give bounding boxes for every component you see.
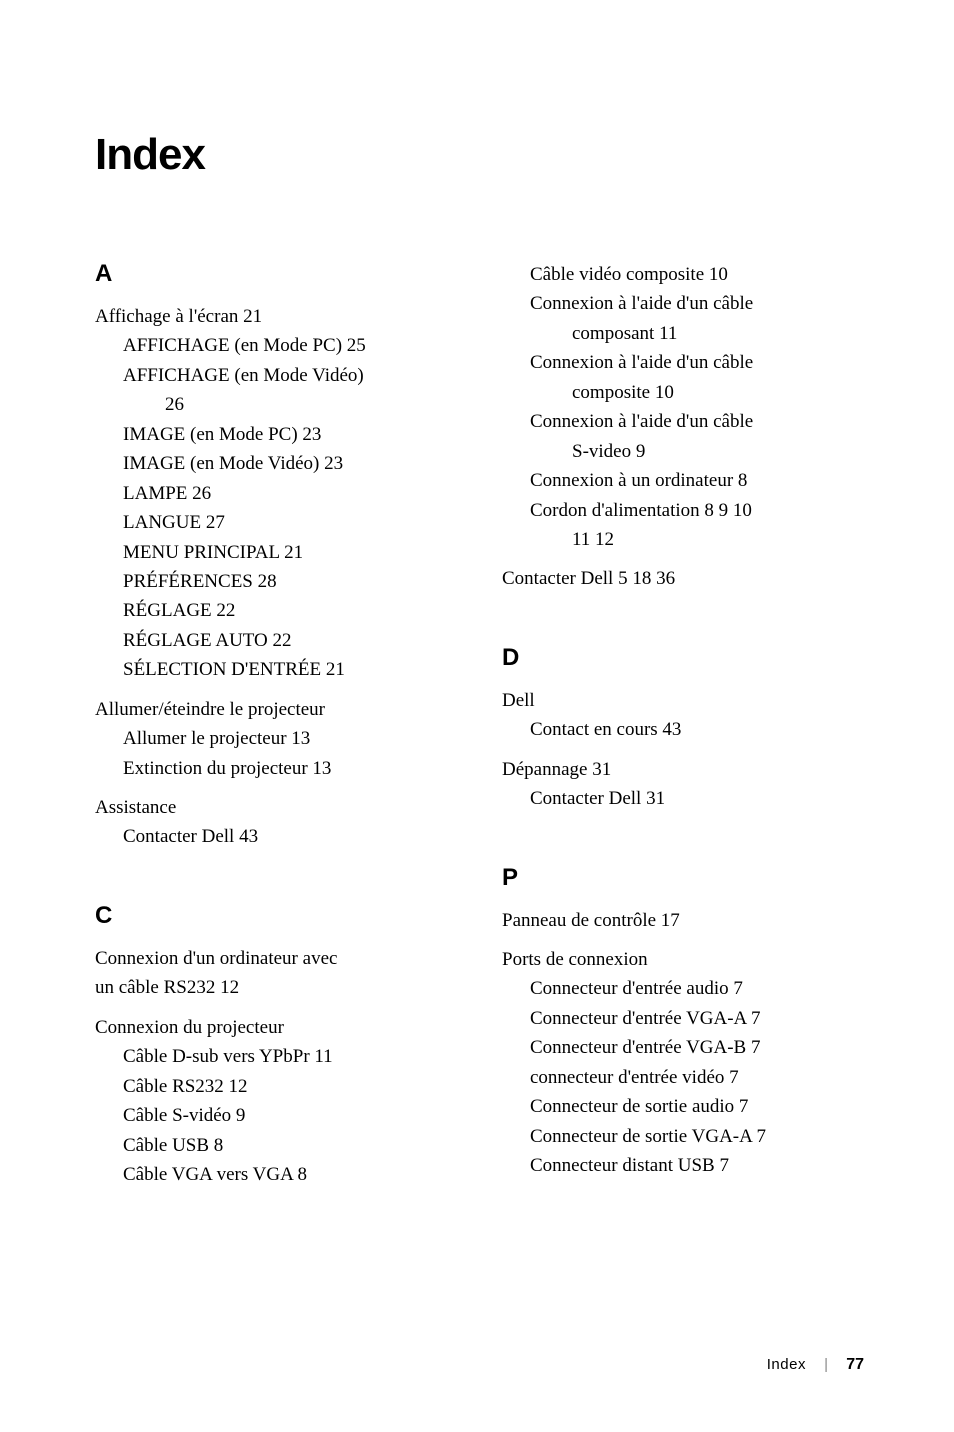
entry-dell: Dell [502, 686, 864, 715]
right-column: Câble vidéo composite 10 Connexion à l'a… [502, 260, 864, 1189]
entry-connexion-composant-line2: composant 11 [502, 319, 864, 348]
entry-ports-connexion: Ports de connexion [502, 945, 864, 974]
entry-connexion-ordinateur-line1: Connexion d'un ordinateur avec [95, 944, 457, 973]
entry-affichage-pc: AFFICHAGE (en Mode PC) 25 [95, 331, 457, 360]
entry-menu-principal: MENU PRINCIPAL 21 [95, 538, 457, 567]
entry-preferences: PRÉFÉRENCES 28 [95, 567, 457, 596]
section-letter-a: A [95, 260, 457, 288]
entry-panneau-controle: Panneau de contrôle 17 [502, 906, 864, 935]
entry-connexion-composite-line1: Connexion à l'aide d'un câble [502, 348, 864, 377]
entry-reglage-auto: RÉGLAGE AUTO 22 [95, 626, 457, 655]
entry-connexion-ordinateur-line2: un câble RS232 12 [95, 973, 457, 1002]
entry-cable-usb: Câble USB 8 [95, 1131, 457, 1160]
entry-allumer-eteindre: Allumer/éteindre le projecteur [95, 695, 457, 724]
entry-selection-entree: SÉLECTION D'ENTRÉE 21 [95, 655, 457, 684]
entry-cable-video-composite: Câble vidéo composite 10 [502, 260, 864, 289]
entry-connexion-svideo-line2: S-video 9 [502, 437, 864, 466]
left-column: A Affichage à l'écran 21 AFFICHAGE (en M… [95, 260, 457, 1189]
entry-cable-svideo: Câble S-vidéo 9 [95, 1101, 457, 1130]
entry-cable-vga: Câble VGA vers VGA 8 [95, 1160, 457, 1189]
entry-connecteur-vga-a-out: Connecteur de sortie VGA-A 7 [502, 1122, 864, 1151]
page-footer: Index | 77 [767, 1356, 864, 1374]
entry-contacter-dell: Contacter Dell 5 18 36 [502, 564, 864, 593]
entry-cordon-line2: 11 12 [502, 525, 864, 554]
entry-connecteur-usb: Connecteur distant USB 7 [502, 1151, 864, 1180]
entry-cordon-line1: Cordon d'alimentation 8 9 10 [502, 496, 864, 525]
entry-connexion-svideo-line1: Connexion à l'aide d'un câble [502, 407, 864, 436]
entry-langue: LANGUE 27 [95, 508, 457, 537]
entry-connecteur-vga-b-in: Connecteur d'entrée VGA-B 7 [502, 1033, 864, 1062]
entry-dell-contact: Contact en cours 43 [502, 715, 864, 744]
entry-connecteur-audio-in: Connecteur d'entrée audio 7 [502, 974, 864, 1003]
entry-assistance: Assistance [95, 793, 457, 822]
footer-separator: | [824, 1356, 828, 1373]
entry-allumer: Allumer le projecteur 13 [95, 724, 457, 753]
entry-connexion-composant-line1: Connexion à l'aide d'un câble [502, 289, 864, 318]
entry-connecteur-video-in: connecteur d'entrée vidéo 7 [502, 1063, 864, 1092]
entry-lampe: LAMPE 26 [95, 479, 457, 508]
footer-label: Index [767, 1356, 806, 1373]
entry-image-video: IMAGE (en Mode Vidéo) 23 [95, 449, 457, 478]
entry-depannage: Dépannage 31 [502, 755, 864, 784]
entry-assistance-contact: Contacter Dell 43 [95, 822, 457, 851]
section-letter-d: D [502, 644, 864, 672]
entry-depannage-contact: Contacter Dell 31 [502, 784, 864, 813]
entry-connecteur-vga-a-in: Connecteur d'entrée VGA-A 7 [502, 1004, 864, 1033]
page-number: 77 [846, 1356, 864, 1373]
index-columns: A Affichage à l'écran 21 AFFICHAGE (en M… [95, 260, 864, 1189]
entry-image-pc: IMAGE (en Mode PC) 23 [95, 420, 457, 449]
entry-affichage-video-line1: AFFICHAGE (en Mode Vidéo) [95, 361, 457, 390]
page-title: Index [95, 130, 864, 180]
entry-affichage: Affichage à l'écran 21 [95, 302, 457, 331]
entry-cable-dsub: Câble D-sub vers YPbPr 11 [95, 1042, 457, 1071]
section-letter-p: P [502, 864, 864, 892]
entry-connexion-ordinateur-r: Connexion à un ordinateur 8 [502, 466, 864, 495]
entry-connexion-composite-line2: composite 10 [502, 378, 864, 407]
entry-connecteur-audio-out: Connecteur de sortie audio 7 [502, 1092, 864, 1121]
entry-reglage: RÉGLAGE 22 [95, 596, 457, 625]
entry-affichage-video-line2: 26 [95, 390, 457, 419]
entry-cable-rs232: Câble RS232 12 [95, 1072, 457, 1101]
section-letter-c: C [95, 902, 457, 930]
entry-extinction: Extinction du projecteur 13 [95, 754, 457, 783]
entry-connexion-projecteur: Connexion du projecteur [95, 1013, 457, 1042]
